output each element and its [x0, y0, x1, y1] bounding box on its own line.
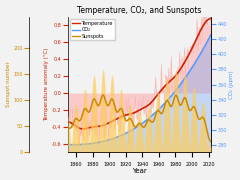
Y-axis label: CO₂ (ppm): CO₂ (ppm) [229, 70, 234, 99]
Y-axis label: Sunspot number: Sunspot number [6, 62, 11, 107]
X-axis label: Year: Year [132, 168, 147, 174]
Legend: Temperature, CO₂, Sunspots: Temperature, CO₂, Sunspots [70, 19, 115, 40]
Title: Temperature, CO₂, and Sunspots: Temperature, CO₂, and Sunspots [77, 6, 202, 15]
Y-axis label: Temperature anomaly (°C): Temperature anomaly (°C) [44, 48, 49, 121]
